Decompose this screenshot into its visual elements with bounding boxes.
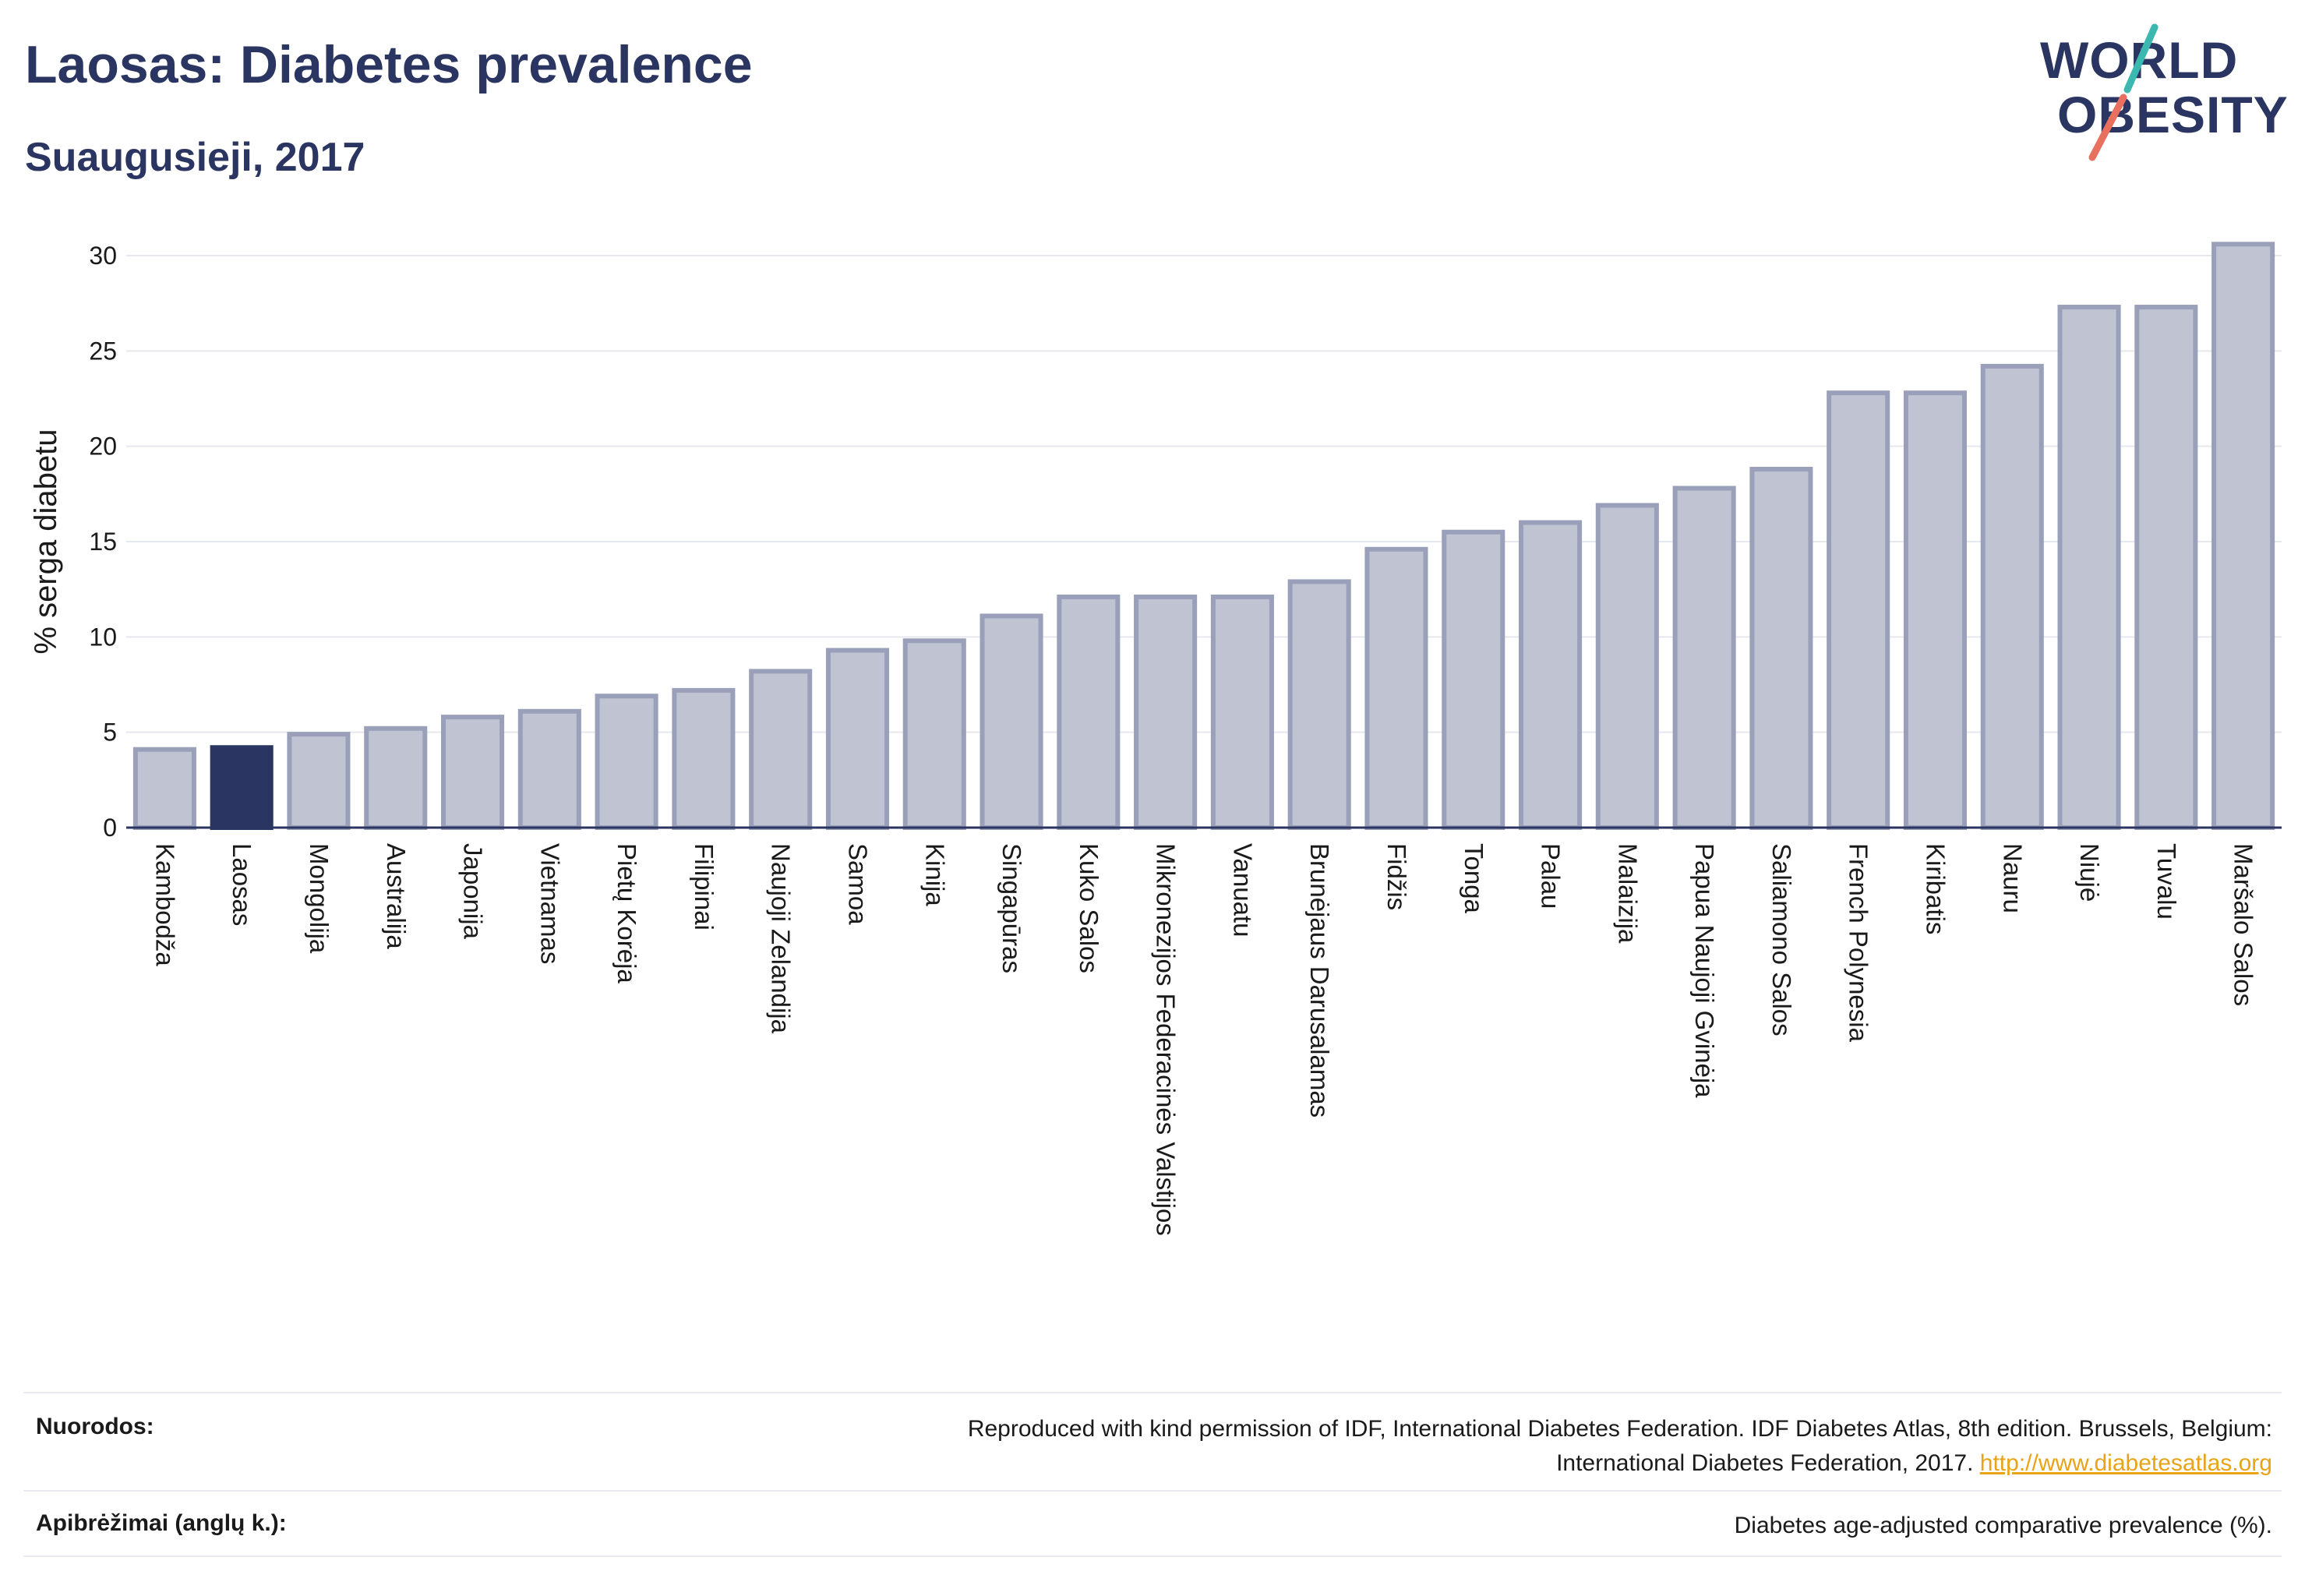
bar [1287, 579, 1351, 830]
logo-slash-coral [2088, 94, 2127, 161]
y-tick-label: 10 [89, 623, 117, 651]
bar [1980, 363, 2044, 830]
footer-divider-top [23, 1392, 2282, 1393]
x-tick-label: Mikronezijos Federacinės Valstijos [1152, 843, 1181, 1236]
y-tick-label: 5 [103, 719, 117, 747]
page-subtitle: Suaugusieji, 2017 [25, 135, 365, 180]
y-tick-label: 20 [89, 433, 117, 461]
x-tick-label: Tonga [1460, 843, 1488, 914]
logo-slash-teal [2123, 23, 2159, 94]
x-tick-label: Kiribatis [1921, 843, 1950, 934]
footer-divider-middle [23, 1490, 2282, 1492]
bar [1518, 520, 1583, 830]
x-tick-label: Samoa [843, 843, 872, 925]
y-axis-ticks: 0 5 10 15 20 25 30 [89, 242, 117, 842]
y-tick-label: 25 [89, 337, 117, 365]
bar [132, 747, 196, 830]
bar [1364, 546, 1428, 831]
bar [364, 726, 428, 830]
x-tick-label: Niujė [2075, 843, 2104, 902]
x-tick-label: Tuvalu [2152, 843, 2181, 920]
x-tick-label: French Polynesia [1844, 843, 1873, 1043]
x-tick-label: Filipinai [690, 843, 718, 930]
definitions-label: Apibrėžimai (anglų k.): [36, 1510, 287, 1536]
y-tick-label: 0 [103, 814, 117, 842]
references-text: Reproduced with kind permission of IDF, … [968, 1412, 2272, 1481]
bar [825, 648, 890, 831]
x-tick-label: Saliamono Salos [1767, 843, 1796, 1036]
bar-chart: 0 5 10 15 20 25 30 Kambodža Laosas Mongolija Aust… [29, 242, 2282, 1236]
bar [980, 613, 1043, 830]
bar [287, 732, 351, 831]
diabetesatlas-link[interactable]: http://www.diabetesatlas.org [1979, 1450, 2272, 1476]
x-tick-label: Nauru [1998, 843, 2027, 913]
y-axis-label: % serga diabetu [29, 429, 63, 654]
x-tick-label: Malaizija [1613, 843, 1642, 944]
bar [517, 708, 581, 831]
bar [672, 687, 736, 831]
definitions-row: Apibrėžimai (anglų k.): Diabetes age-adj… [23, 1509, 2282, 1548]
x-tick-label: Fidžis [1382, 843, 1411, 910]
world-obesity-logo: WORLD OBESITY [2040, 23, 2289, 161]
x-tick-label: Maršalo Salos [2229, 843, 2258, 1006]
bar [440, 715, 505, 830]
bar [210, 745, 274, 830]
bar [749, 669, 813, 831]
bar [2134, 305, 2198, 830]
definitions-text: Diabetes age-adjusted comparative preval… [1734, 1513, 2272, 1538]
bar [902, 638, 966, 831]
bar [1057, 594, 1121, 830]
x-tick-label: Mongolija [305, 843, 334, 954]
x-tick-label: Australija [382, 843, 411, 949]
x-tick-label: Papua Naujoji Gvinėja [1690, 843, 1719, 1098]
x-tick-label: Singapūras [997, 843, 1026, 973]
bar [1210, 594, 1274, 830]
bar [1442, 529, 1505, 830]
bar [1595, 503, 1659, 830]
bar [1827, 390, 1890, 831]
x-tick-label: Naujoji Zelandija [767, 843, 796, 1034]
page-title: Laosas: Diabetes prevalence [25, 35, 753, 94]
bar [1903, 390, 1968, 831]
x-tick-label: Kinija [920, 843, 949, 906]
references-line2: International Diabetes Federation, 2017. [1556, 1450, 1974, 1476]
logo-line2: OBESITY [2057, 86, 2289, 143]
references-row: Nuorodos: Reproduced with kind permissio… [23, 1412, 2282, 1482]
bar [1134, 594, 1198, 830]
x-tick-label: Kuko Salos [1075, 843, 1103, 973]
bar [1749, 467, 1813, 830]
x-tick-label: Japonija [459, 843, 488, 940]
footer-divider-bottom [23, 1555, 2282, 1557]
x-tick-label: Palau [1537, 843, 1565, 909]
y-tick-label: 30 [89, 242, 117, 270]
x-axis-labels: Kambodža Laosas Mongolija Australija Japonij… [150, 843, 2257, 1236]
x-tick-label: Brunėjaus Darusalamas [1305, 843, 1334, 1118]
references-label: Nuorodos: [36, 1414, 154, 1439]
x-tick-label: Kambodža [150, 843, 179, 966]
bar [2057, 305, 2121, 830]
x-tick-label: Vanuatu [1228, 843, 1257, 937]
x-tick-label: Vietnamas [535, 843, 564, 964]
x-tick-label: Pietų Korėja [612, 843, 641, 983]
bar [2211, 242, 2275, 830]
references-line1: Reproduced with kind permission of IDF, … [967, 1416, 2272, 1442]
bar [1672, 486, 1736, 830]
y-tick-label: 15 [89, 528, 117, 556]
bar [595, 694, 658, 830]
bars [132, 242, 2275, 831]
x-tick-label: Laosas [228, 843, 256, 926]
